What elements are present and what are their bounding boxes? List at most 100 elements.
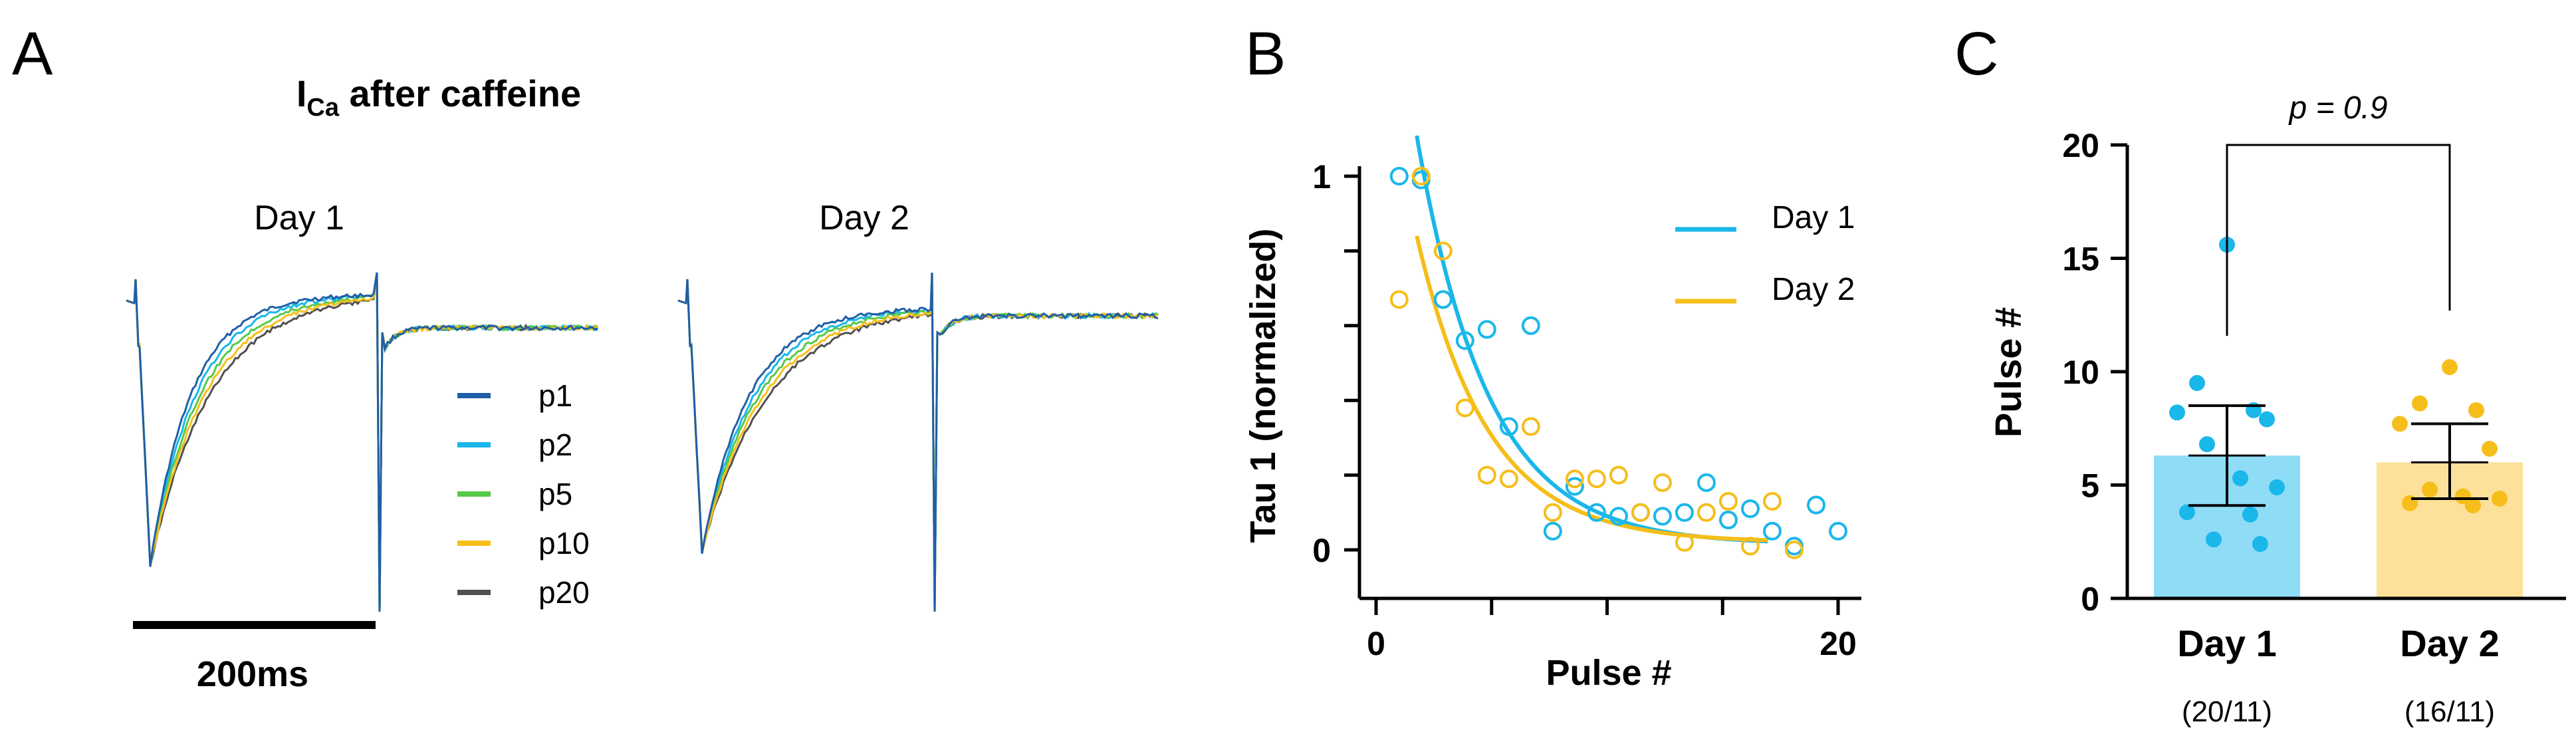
legend-label-p1: p1 [538, 378, 572, 413]
dot-day2 [2482, 440, 2498, 457]
c-y-tick-label: 20 [2062, 127, 2099, 164]
trace-day1-p5 [126, 272, 598, 612]
panel-b-letter: B [1245, 20, 1286, 88]
point-day1 [1499, 417, 1518, 436]
error-bars [2188, 404, 2488, 507]
point-day2 [1718, 491, 1738, 511]
c-y-tick-label: 5 [2081, 467, 2099, 505]
point-day2 [1631, 503, 1650, 522]
significance-annotation: p = 0.9 [2226, 90, 2451, 336]
fit-curves [1415, 135, 1768, 544]
legend-label-p2: p2 [538, 428, 572, 462]
trace-day2-p2 [677, 272, 1159, 612]
c-category-sublabel: (16/11) [2404, 695, 2495, 728]
dot-day1 [2259, 411, 2275, 428]
dot-day1 [2179, 504, 2195, 521]
panel-a: A ICa after caffeine Day 1 Day 2 p1 p2 p5 p… [12, 20, 1159, 694]
dot-day2 [2412, 395, 2428, 412]
scale-bar-label: 200ms [197, 654, 308, 694]
dot-day1 [2189, 375, 2205, 392]
scatter-points [1389, 167, 1847, 559]
legend-label-p5: p5 [538, 477, 572, 511]
fit-curve-day2 [1415, 235, 1768, 543]
panel-c-axes: 0 5 10 15 20 Pulse # Day 1 (20/11) Day 2 (16/11) [1987, 127, 2566, 728]
point-day2 [1543, 503, 1562, 522]
trace-day1-p2 [126, 272, 598, 612]
point-day2 [1389, 290, 1409, 309]
dot-day2 [2422, 481, 2438, 498]
b-x-axis-label: Pulse # [1546, 653, 1671, 693]
point-day1 [1543, 521, 1562, 541]
point-day1 [1455, 331, 1474, 350]
b-x-tick-label: 0 [1367, 625, 1385, 662]
b-y-tick-label: 0 [1312, 532, 1331, 569]
dot-day1 [2232, 470, 2248, 487]
point-day2 [1411, 167, 1431, 186]
panel-c: C 0 5 10 15 20 Pulse # Day 1 (20/11) Day 2 (16/11… [1954, 20, 2566, 728]
significance-bracket [2226, 144, 2451, 336]
point-day1 [1609, 507, 1628, 526]
point-day2 [1609, 465, 1628, 485]
point-day1 [1675, 503, 1694, 522]
panel-c-letter: C [1954, 20, 1998, 88]
day2-trace-label: Day 2 [819, 199, 909, 237]
point-day1 [1433, 290, 1453, 309]
dot-day2 [2492, 490, 2508, 507]
point-day2 [1587, 469, 1606, 489]
dot-day1 [2269, 479, 2285, 495]
trace-day2-p10 [677, 272, 1159, 612]
point-day1 [1477, 320, 1496, 339]
b-x-tick-label: 20 [1819, 625, 1857, 662]
point-day2 [1653, 473, 1672, 492]
dot-day2 [2468, 402, 2484, 418]
point-day1 [1653, 507, 1672, 526]
bar-points [2169, 237, 2508, 553]
point-day1 [1587, 503, 1606, 522]
c-y-tick-label: 15 [2062, 241, 2099, 278]
c-y-tick-label: 0 [2081, 580, 2099, 618]
b-legend-label-1: Day 1 [1772, 200, 1855, 235]
point-day2 [1697, 503, 1716, 522]
b-legend-label-2: Day 2 [1772, 272, 1855, 307]
point-day1 [1806, 495, 1825, 515]
c-y-axis-label: Pulse # [1987, 307, 2029, 437]
trace-day1-p1 [126, 272, 598, 612]
point-day2 [1740, 537, 1760, 556]
point-day1 [1718, 511, 1738, 530]
panel-a-letter: A [12, 20, 53, 88]
point-day1 [1389, 167, 1409, 186]
trace-day2-p20 [677, 272, 1159, 612]
dot-day1 [2199, 436, 2215, 453]
point-day2 [1455, 398, 1474, 418]
p-value-label: p = 0.9 [2287, 90, 2387, 126]
dot-day2 [2442, 359, 2458, 376]
trace-day1-p20 [126, 272, 598, 612]
dot-day2 [2392, 416, 2408, 432]
day1-trace-label: Day 1 [254, 199, 344, 237]
dot-day1 [2242, 506, 2258, 523]
point-day2 [1433, 241, 1453, 261]
c-y-tick-label: 10 [2062, 354, 2099, 391]
b-y-axis-label: Tau 1 (normalized) [1243, 228, 1283, 543]
point-day2 [1565, 469, 1584, 489]
panel-a-title: ICa after caffeine [296, 72, 581, 122]
point-day1 [1762, 521, 1782, 541]
trace-legend: p1 p2 p5 p10 p20 [457, 378, 590, 610]
trace-day2-p5 [677, 272, 1159, 612]
point-day2 [1762, 491, 1782, 511]
point-day1 [1697, 473, 1716, 492]
point-day2 [1675, 533, 1694, 552]
legend-label-p10: p10 [538, 526, 590, 561]
b-y-tick-label: 1 [1312, 158, 1331, 195]
trace-day2-p1 [677, 272, 1159, 612]
dot-day2 [2465, 497, 2481, 514]
bars [2154, 455, 2523, 598]
dot-day1 [2252, 536, 2268, 553]
point-day2 [1477, 465, 1496, 485]
dot-day1 [2206, 531, 2222, 548]
point-day2 [1784, 541, 1804, 559]
point-day1 [1521, 316, 1540, 335]
